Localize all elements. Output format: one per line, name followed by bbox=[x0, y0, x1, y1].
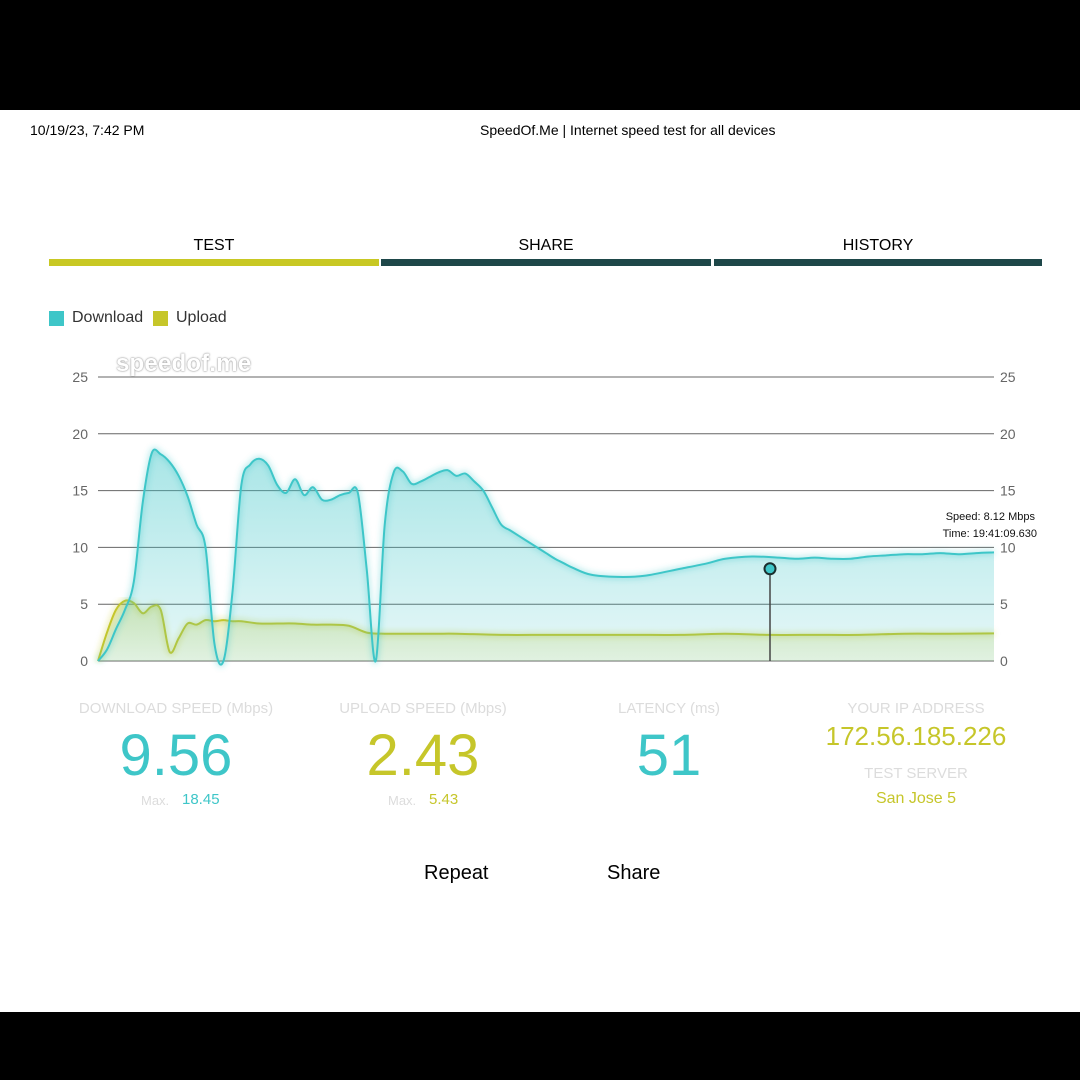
y-tick-right-0: 0 bbox=[1000, 653, 1008, 669]
y-tick-left-25: 25 bbox=[72, 369, 88, 385]
marker-point[interactable] bbox=[763, 562, 777, 576]
upload-max-label: Max. bbox=[388, 793, 417, 808]
y-tick-left-20: 20 bbox=[72, 426, 88, 442]
y-tick-right-5: 5 bbox=[1000, 596, 1008, 612]
results-page: 10/19/23, 7:42 PM SpeedOf.Me | Internet … bbox=[0, 110, 1080, 1012]
latency-value: 51 bbox=[636, 723, 702, 788]
tooltip-speed: Speed: 8.12 Mbps bbox=[946, 511, 1036, 523]
upload-max-value: 5.43 bbox=[429, 791, 459, 808]
share-button[interactable]: Share bbox=[607, 862, 661, 884]
y-tick-right-25: 25 bbox=[1000, 369, 1016, 385]
y-tick-left-5: 5 bbox=[80, 596, 88, 612]
ip-address-value: 172.56.185.226 bbox=[825, 721, 1007, 751]
legend-download: Download bbox=[49, 309, 143, 327]
download-speed-label: DOWNLOAD SPEED (Mbps) bbox=[78, 700, 274, 717]
y-tick-left-0: 0 bbox=[80, 653, 88, 669]
y-tick-right-15: 15 bbox=[1000, 483, 1016, 499]
tab-share-indicator bbox=[381, 259, 711, 266]
y-tick-left-15: 15 bbox=[72, 483, 88, 499]
test-server-value: San Jose 5 bbox=[875, 790, 957, 807]
print-page-title: SpeedOf.Me | Internet speed test for all… bbox=[480, 122, 776, 138]
download-max-label: Max. bbox=[141, 793, 170, 808]
download-swatch bbox=[49, 310, 64, 326]
download-series-line bbox=[97, 448, 995, 666]
watermark-logo: speedof.me bbox=[116, 350, 252, 377]
tab-test-indicator bbox=[49, 259, 379, 266]
upload-swatch bbox=[153, 310, 168, 326]
legend-upload-label: Upload bbox=[176, 309, 227, 326]
y-tick-right-20: 20 bbox=[1000, 426, 1016, 442]
tab-history-indicator bbox=[714, 259, 1042, 266]
tab-test[interactable]: TEST bbox=[193, 237, 235, 254]
tooltip-time: Time: 19:41:09.630 bbox=[943, 528, 1037, 540]
print-date: 10/19/23, 7:42 PM bbox=[30, 122, 145, 138]
latency-label: LATENCY (ms) bbox=[618, 700, 720, 717]
upload-speed-value: 2.43 bbox=[366, 723, 480, 788]
y-tick-left-10: 10 bbox=[72, 539, 88, 555]
upload-speed-label: UPLOAD SPEED (Mbps) bbox=[339, 700, 507, 717]
download-max-value: 18.45 bbox=[182, 791, 220, 808]
repeat-button[interactable]: Repeat bbox=[424, 862, 489, 884]
tab-history[interactable]: HISTORY bbox=[842, 237, 914, 254]
speed-chart: 0 0 5 5 10 10 15 15 20 20 25 25 Speed: 8.12 Mbps Time… bbox=[72, 369, 1037, 669]
y-tick-right-10: 10 bbox=[1000, 539, 1016, 555]
ip-address-label: YOUR IP ADDRESS bbox=[847, 700, 985, 717]
tab-share[interactable]: SHARE bbox=[518, 237, 574, 254]
test-server-label: TEST SERVER bbox=[864, 765, 968, 782]
legend-download-label: Download bbox=[72, 309, 144, 326]
download-speed-value: 9.56 bbox=[119, 723, 233, 788]
legend-upload: Upload bbox=[153, 309, 227, 327]
